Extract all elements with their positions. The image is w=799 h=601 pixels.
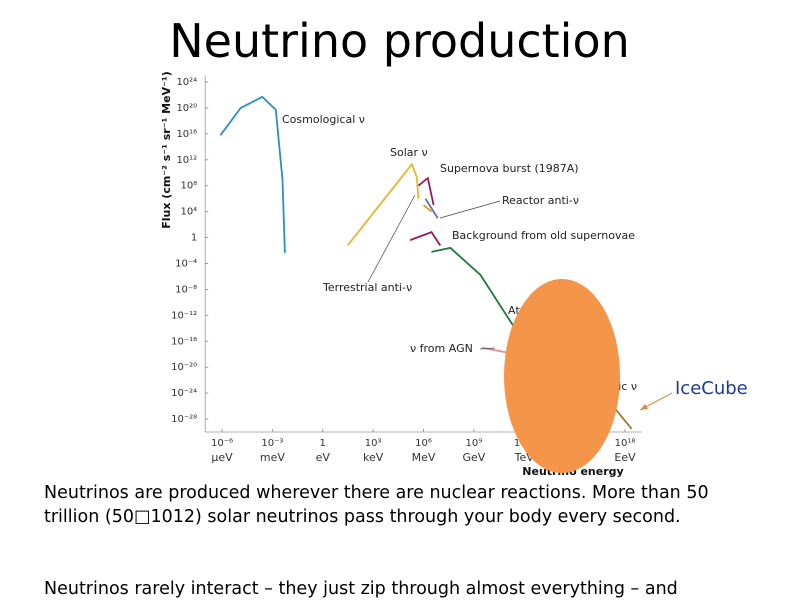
annotation: IceCube — [675, 378, 748, 399]
x-tick-label: 10³ — [365, 438, 382, 449]
y-tick-label: 10⁻¹² — [171, 310, 197, 321]
series-label: Cosmological ν — [282, 113, 365, 126]
y-tick-label: 10²⁰ — [176, 103, 197, 114]
annotation-arrowhead — [640, 404, 648, 410]
leader-line — [439, 200, 501, 219]
y-tick-label: 10¹² — [176, 155, 197, 166]
x-tick-unit: keV — [363, 451, 384, 464]
x-tick-label: 10⁹ — [466, 438, 483, 449]
series-line — [424, 198, 439, 219]
y-tick-label: 10²⁴ — [176, 77, 197, 88]
x-tick-unit: µeV — [211, 451, 233, 464]
series-line — [409, 231, 442, 246]
y-tick-label: 10⁻¹⁶ — [171, 336, 197, 347]
series-label: Reactor anti-ν — [502, 194, 579, 207]
y-tick-label: 10⁻²⁸ — [171, 414, 197, 425]
leader-line — [367, 194, 416, 283]
y-tick-label: 10⁸ — [180, 181, 197, 192]
series-label: Terrestrial anti-ν — [322, 281, 412, 294]
x-tick-unit: eV — [316, 451, 331, 464]
paragraph: Neutrinos are produced wherever there ar… — [44, 483, 709, 527]
x-tick-label: 10⁶ — [415, 438, 432, 449]
series-label: Background from old supernovae — [452, 229, 635, 242]
series-line — [422, 204, 433, 213]
y-tick-label: 10⁻²⁴ — [171, 388, 197, 399]
x-tick-unit: MeV — [412, 451, 436, 464]
y-tick-label: 10¹⁶ — [176, 129, 197, 140]
x-tick-unit: EeV — [614, 451, 636, 464]
x-tick-label: 10¹⁸ — [615, 438, 636, 449]
series-label: Solar ν — [390, 146, 428, 159]
y-axis-label: Flux (cm⁻² s⁻¹ sr⁻¹ MeV⁻¹) — [160, 71, 173, 229]
x-tick-label: 10⁻³ — [261, 438, 283, 449]
y-tick-label: 10⁻²⁰ — [171, 362, 197, 373]
leader-line — [479, 347, 496, 350]
slide-title: Neutrino production — [169, 14, 630, 68]
y-tick-label: 1 — [191, 233, 197, 244]
series-line — [219, 95, 286, 254]
paragraph: Neutrinos rarely interact – they just zi… — [44, 579, 678, 599]
x-tick-label: 1 — [320, 438, 326, 449]
series-label: ν from AGN — [410, 342, 473, 355]
series-line — [346, 162, 420, 247]
x-tick-label: 10⁻⁶ — [211, 438, 233, 449]
x-tick-unit: meV — [260, 451, 285, 464]
y-tick-label: 10⁴ — [180, 207, 197, 218]
series-label: Supernova burst (1987A) — [440, 162, 579, 175]
series-line — [417, 176, 435, 206]
y-tick-label: 10⁻⁴ — [175, 258, 197, 269]
x-tick-unit: GeV — [462, 451, 485, 464]
overlay-shape — [504, 279, 620, 473]
y-tick-label: 10⁻⁸ — [175, 284, 197, 295]
